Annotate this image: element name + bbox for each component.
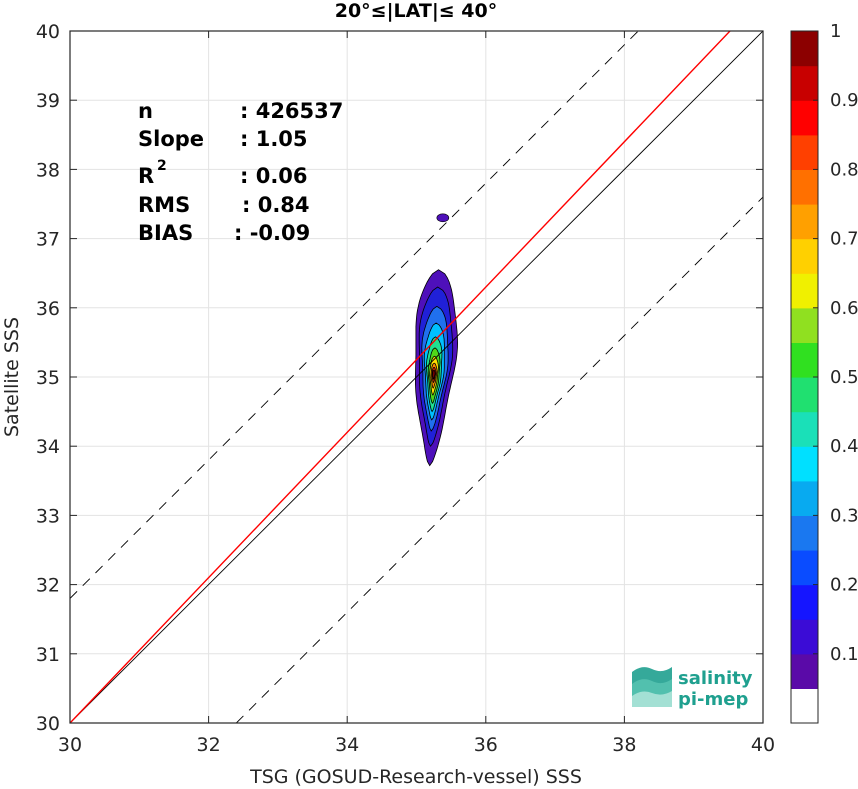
- y-tick-label-38: 38: [36, 159, 60, 181]
- colorbar-segment-14: [791, 204, 818, 240]
- axis-ticks: 30 32 34 36 38 40 30 31 32 33 34 35 36 37 38 39 40: [36, 21, 775, 756]
- colorbar-segment-2: [791, 619, 818, 655]
- colorbar-segment-13: [791, 238, 818, 274]
- colorbar-segment-12: [791, 273, 818, 309]
- colorbar-segment-0: [791, 688, 818, 724]
- colorbar-segment-9: [791, 377, 818, 413]
- stat-n-label: n: [138, 99, 153, 123]
- logo: salinity pi-mep: [632, 667, 753, 710]
- y-tick-label-40: 40: [36, 21, 60, 43]
- colorbar-segment-8: [791, 411, 818, 447]
- stat-r2-label: R: [138, 164, 154, 188]
- x-tick-label-36: 36: [474, 734, 498, 756]
- identity-line: [70, 31, 763, 723]
- colorbar-ticks: 0.1 0.2 0.3 0.4 0.5 0.6 0.7 0.8 0.9 1: [813, 21, 858, 665]
- colorbar-segment-6: [791, 480, 818, 516]
- colorbar-tick-label-0.2: 0.2: [830, 575, 858, 596]
- colorbar-tick-label-0.8: 0.8: [830, 159, 858, 180]
- grid: [70, 31, 763, 723]
- colorbar-tick-label-0.6: 0.6: [830, 298, 858, 319]
- y-tick-label-39: 39: [36, 90, 60, 112]
- y-tick-label-36: 36: [36, 298, 60, 320]
- contour-level-0.9: [432, 369, 436, 380]
- y-tick-label-32: 32: [36, 575, 60, 597]
- lower-bound-line: [236, 196, 763, 723]
- colorbar-segment-3: [791, 584, 818, 620]
- stat-bias-value: : -0.09: [234, 221, 310, 245]
- colorbar-segment-5: [791, 515, 818, 551]
- stat-r2-value: : 0.06: [240, 164, 308, 188]
- x-tick-label-34: 34: [335, 734, 359, 756]
- colorbar-segment-7: [791, 446, 818, 482]
- density-contours: [415, 213, 459, 467]
- colorbar-tick-label-1: 1: [830, 21, 841, 42]
- stats-box: n : 426537 Slope : 1.05 R 2 : 0.06 RMS :…: [138, 99, 343, 245]
- colorbar-segment-18: [791, 65, 818, 101]
- y-tick-label-30: 30: [36, 713, 60, 735]
- stat-bias-label: BIAS: [138, 221, 193, 245]
- fit-line: [70, 31, 731, 723]
- colorbar-tick-label-0.1: 0.1: [830, 644, 858, 665]
- colorbar-tick-label-0.7: 0.7: [830, 229, 858, 250]
- stat-slope-value: : 1.05: [240, 127, 308, 151]
- colorbar-tick-label-0.4: 0.4: [830, 436, 858, 457]
- colorbar-segment-10: [791, 342, 818, 378]
- upper-bound-line: [70, 31, 639, 599]
- x-axis-label: TSG (GOSUD-Research-vessel) SSS: [249, 766, 582, 788]
- stat-slope-label: Slope: [138, 127, 204, 151]
- colorbar-segment-19: [791, 31, 818, 67]
- y-tick-label-35: 35: [36, 367, 60, 389]
- stat-n-value: : 426537: [240, 99, 343, 123]
- colorbar-segment-17: [791, 100, 818, 136]
- colorbar-segment-16: [791, 134, 818, 170]
- chart-title: 20°≤|LAT|≤ 40°: [335, 0, 498, 22]
- stat-rms-value: : 0.84: [242, 193, 310, 217]
- y-tick-label-31: 31: [36, 644, 60, 666]
- y-axis-label: Satellite SSS: [1, 317, 23, 437]
- colorbar-tick-label-0.3: 0.3: [830, 505, 858, 526]
- logo-line2: pi-mep: [678, 689, 748, 710]
- colorbar-tick-label-0.5: 0.5: [830, 367, 858, 388]
- logo-line1: salinity: [678, 668, 753, 689]
- x-tick-label-32: 32: [197, 734, 221, 756]
- reference-lines: [70, 31, 763, 723]
- colorbar-segment-1: [791, 653, 818, 689]
- contour-blob: [436, 213, 450, 223]
- colorbar: [791, 31, 818, 724]
- x-tick-label-40: 40: [751, 734, 775, 756]
- stat-r2-superscript: 2: [157, 158, 167, 174]
- colorbar-segment-4: [791, 550, 818, 586]
- logo-waves-icon: [632, 667, 672, 707]
- x-tick-label-30: 30: [58, 734, 82, 756]
- y-tick-label-33: 33: [36, 505, 60, 527]
- y-tick-label-37: 37: [36, 229, 60, 251]
- x-tick-label-38: 38: [612, 734, 636, 756]
- colorbar-segment-11: [791, 307, 818, 343]
- colorbar-tick-label-0.9: 0.9: [830, 90, 858, 111]
- y-tick-label-34: 34: [36, 436, 60, 458]
- stat-rms-label: RMS: [138, 193, 190, 217]
- colorbar-segment-15: [791, 169, 818, 205]
